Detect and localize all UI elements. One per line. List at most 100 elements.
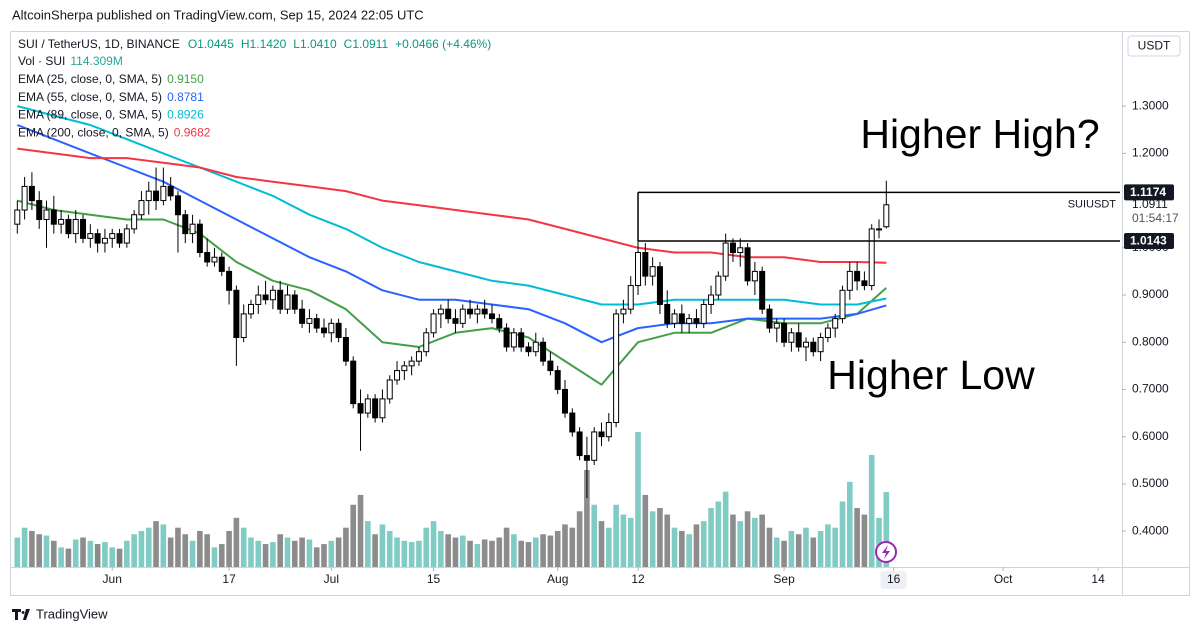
volume-bar xyxy=(58,547,64,567)
candle-body xyxy=(131,214,138,230)
volume-bar xyxy=(540,534,546,567)
candle-body xyxy=(562,388,568,414)
candle-body xyxy=(321,327,328,334)
candle-body xyxy=(488,313,495,320)
volume-bar xyxy=(328,540,335,567)
x-tick-highlight xyxy=(880,571,907,589)
candle-body xyxy=(196,223,203,254)
volume-bar xyxy=(80,537,86,567)
candle-body xyxy=(306,318,313,324)
candle-body xyxy=(87,233,94,239)
y-tick-label: 0.4000 xyxy=(1132,523,1169,537)
candle-body xyxy=(817,337,824,353)
candle-body xyxy=(123,228,130,244)
legend-series-name: EMA (200, close, 0, SMA, 5) xyxy=(18,125,169,139)
candle-body xyxy=(65,218,72,235)
candle-body xyxy=(226,270,233,291)
legend-series-name: EMA (25, close, 0, SMA, 5) xyxy=(18,72,162,86)
volume-bar xyxy=(423,527,430,567)
candle-body xyxy=(138,200,145,216)
candle-body xyxy=(729,242,736,254)
level-label: 1.0143 xyxy=(1130,234,1167,248)
volume-bar xyxy=(153,521,159,567)
volume-bar xyxy=(306,539,313,567)
chart-frame xyxy=(10,31,1190,596)
candle-body xyxy=(277,289,284,310)
candle-body xyxy=(678,313,685,324)
volume-bar xyxy=(43,535,50,567)
candle-body xyxy=(846,270,853,291)
volume-bar xyxy=(51,540,57,567)
candle-body xyxy=(72,218,79,235)
volume-bar xyxy=(503,527,510,567)
volume-bar xyxy=(204,534,210,567)
volume-bar xyxy=(240,527,247,567)
candle-body xyxy=(598,431,605,438)
candle-body xyxy=(744,247,751,282)
volume-bar xyxy=(29,530,35,567)
candle-body xyxy=(525,346,532,353)
candle-body xyxy=(722,242,729,277)
x-tick-label: Aug xyxy=(547,572,568,586)
volume-bar xyxy=(211,547,218,567)
candle-body xyxy=(474,308,481,315)
volume-bar xyxy=(335,537,342,567)
candle-body xyxy=(613,313,620,424)
volume-bar xyxy=(160,524,167,567)
candle-body xyxy=(284,294,291,310)
annotation: Higher High? xyxy=(860,111,1099,157)
legend-series-value: 0.8926 xyxy=(167,108,204,122)
volume-bar xyxy=(554,530,561,567)
candle-body xyxy=(94,233,101,244)
candle-body xyxy=(737,247,744,254)
volume-bar xyxy=(467,540,473,567)
legend-ohlc: C1.0911 xyxy=(344,37,389,51)
candle-body xyxy=(700,303,707,324)
volume-bar xyxy=(379,524,386,567)
y-tick-label: 0.8000 xyxy=(1132,334,1169,348)
volume-bar xyxy=(803,527,809,567)
legend-series-value: 0.8781 xyxy=(167,90,204,104)
volume-bar xyxy=(708,508,714,567)
y-tick-label: 0.9000 xyxy=(1132,287,1169,301)
y-tick-label: 0.6000 xyxy=(1132,429,1169,443)
header-text: AltcoinSherpa published on TradingView.c… xyxy=(12,7,424,22)
volume-bar xyxy=(102,542,108,567)
candle-body xyxy=(503,327,510,348)
currency-button[interactable] xyxy=(1127,35,1181,57)
volume-bar xyxy=(292,540,298,567)
candle-body xyxy=(788,332,795,343)
candle-body xyxy=(781,322,788,343)
annotation: Higher Low xyxy=(827,352,1035,398)
volume-bar xyxy=(657,508,663,567)
volume-bar xyxy=(620,514,627,567)
candle-body xyxy=(233,289,240,339)
candle-body xyxy=(832,318,839,329)
candle-body xyxy=(795,332,802,348)
legend-ohlc: O1.0445 xyxy=(188,37,234,51)
candle-body xyxy=(510,332,517,348)
x-tick-label: 17 xyxy=(222,572,236,586)
volume-bar xyxy=(766,527,773,567)
footer-brand: TradingView xyxy=(36,606,108,621)
candle-body xyxy=(810,341,817,353)
legend-volume-name: Vol · SUI xyxy=(18,54,65,68)
volume-bar xyxy=(357,494,364,567)
plot xyxy=(14,105,1120,567)
candle-body xyxy=(28,185,35,202)
volume-bar xyxy=(635,432,641,567)
y-tick-label: 0.7000 xyxy=(1132,382,1169,396)
candle-body xyxy=(883,204,890,228)
alert-bolt xyxy=(882,545,890,559)
volume-bar xyxy=(744,511,751,567)
footer-logo xyxy=(12,609,30,620)
candle-body xyxy=(240,313,247,339)
volume-bar xyxy=(788,530,795,567)
alert-icon[interactable] xyxy=(875,541,897,563)
y-tick-label: 1.2000 xyxy=(1132,146,1169,160)
volume-bar xyxy=(21,527,28,567)
volume-bar xyxy=(94,544,101,567)
candle-body xyxy=(379,398,386,419)
legend-series-name: EMA (55, close, 0, SMA, 5) xyxy=(18,90,162,104)
legend: SUI / TetherUS, 1D, BINANCE O1.0445 H1.142… xyxy=(18,37,491,139)
